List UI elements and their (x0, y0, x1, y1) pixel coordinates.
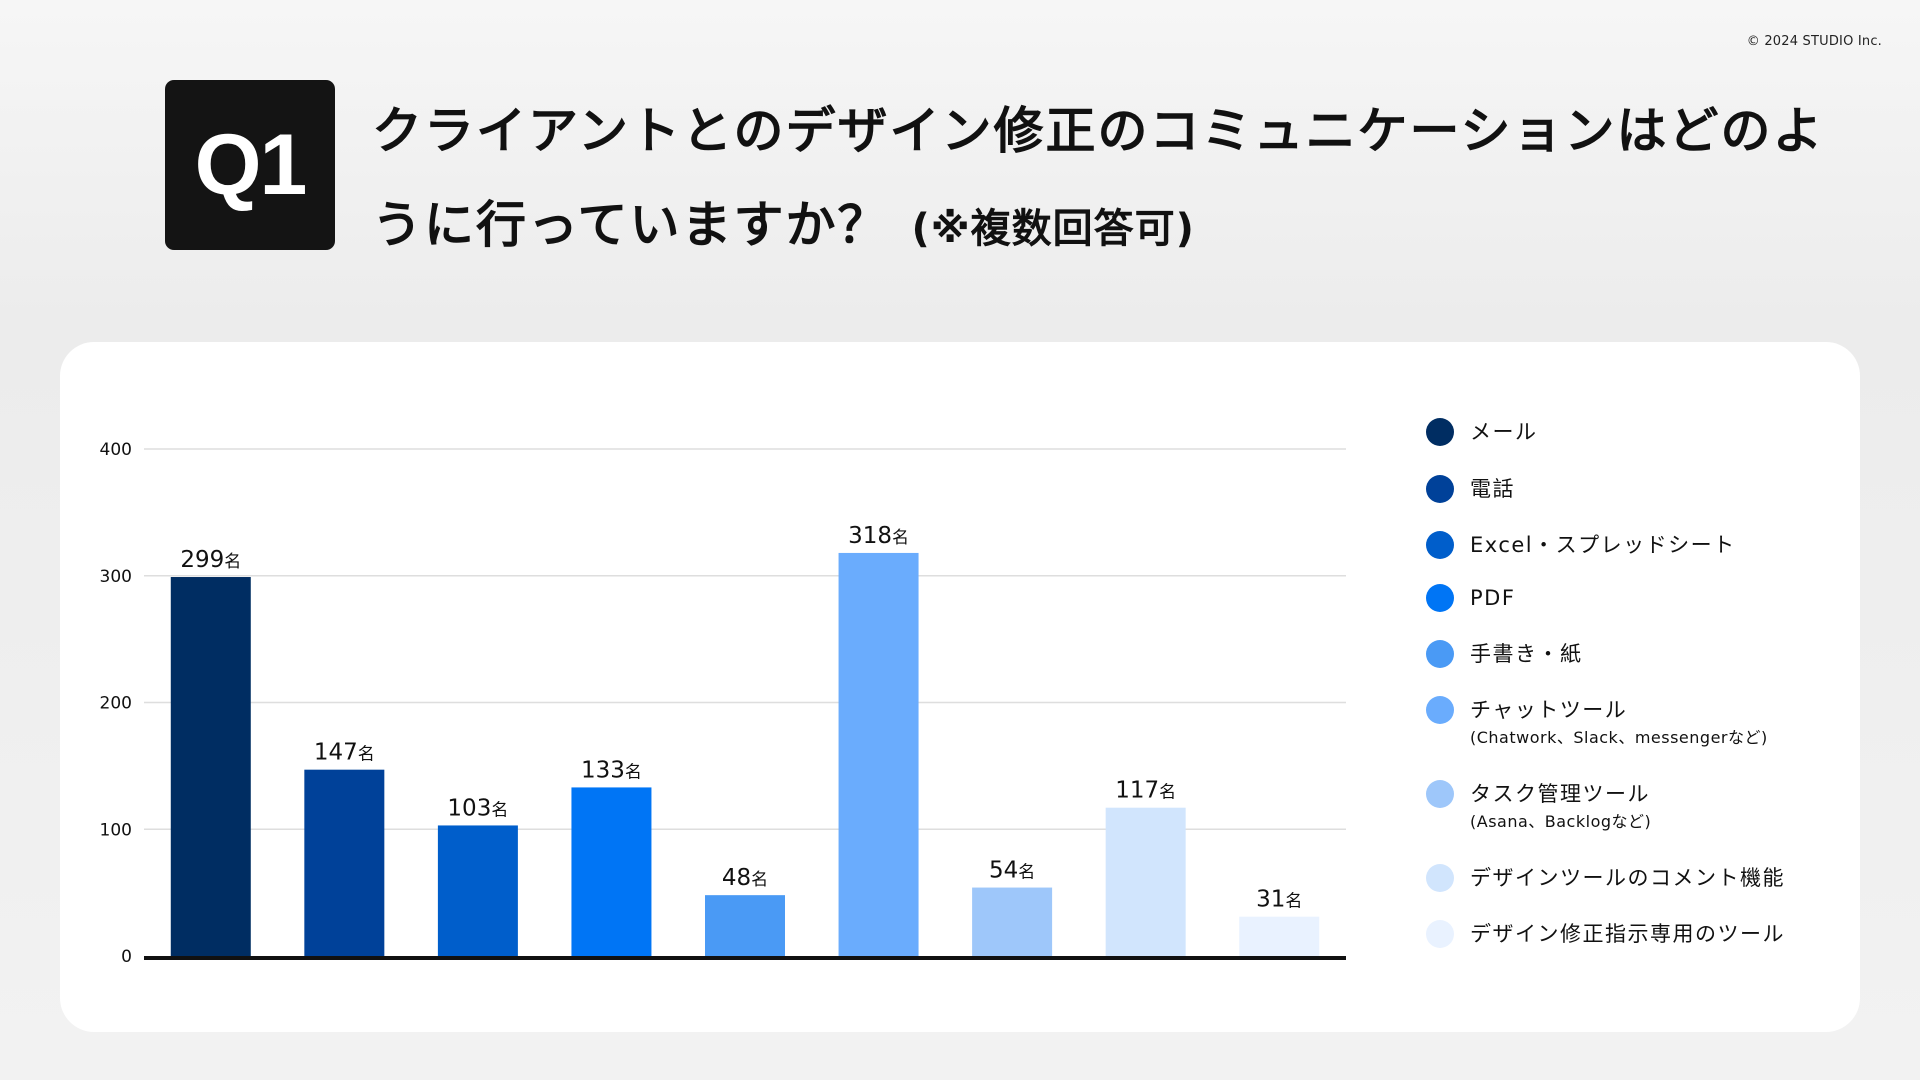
legend-label: メール (1470, 420, 1538, 444)
data-label: 318名 (848, 523, 909, 549)
legend-label: タスク管理ツール (1470, 782, 1650, 806)
y-tick-label: 300 (100, 567, 132, 587)
legend-item: 手書き・紙 (1426, 640, 1583, 668)
legend-note: (Asana、Backlogなど) (1470, 812, 1652, 831)
y-tick-label: 0 (121, 947, 132, 967)
legend-label: 手書き・紙 (1470, 642, 1583, 666)
y-tick-label: 100 (100, 820, 132, 840)
bar (1239, 916, 1320, 956)
question-text: クライアントとのデザイン修正のコミュニケーションはどのように行っていますか？ (372, 102, 1825, 254)
page-title: クライアントとのデザイン修正のコミュニケーションはどのように行っていますか？ (※… (372, 84, 1852, 276)
legend-label: チャットツール (1470, 698, 1628, 722)
legend-item: デザインツールのコメント機能 (1426, 864, 1785, 892)
legend-swatch (1426, 418, 1454, 446)
legend-swatch (1426, 780, 1454, 808)
legend-label: デザイン修正指示専用のツール (1470, 922, 1785, 946)
bar (304, 769, 385, 956)
bar (972, 887, 1053, 956)
bar (838, 552, 919, 956)
bar (170, 577, 251, 956)
legend-swatch (1426, 640, 1454, 668)
legend-item: PDF (1426, 584, 1515, 612)
data-label: 103名 (447, 795, 508, 821)
legend-item: Excel・スプレッドシート (1426, 531, 1736, 559)
data-label: 31名 (1256, 887, 1302, 913)
data-label: 299名 (180, 547, 241, 573)
legend-item: タスク管理ツール (Asana、Backlogなど) (1426, 780, 1651, 834)
y-tick-label: 400 (100, 440, 132, 460)
legend-item: デザイン修正指示専用のツール (1426, 920, 1785, 948)
chart-card: 0 100 200 300 400 299名 147名 103名 133名 48名 318名 54名 1… (60, 342, 1860, 1032)
legend-swatch (1426, 584, 1454, 612)
y-tick-label: 200 (100, 694, 132, 714)
data-label: 54名 (989, 858, 1035, 884)
legend-label: デザインツールのコメント機能 (1470, 866, 1785, 890)
bar (1105, 807, 1186, 956)
data-label: 133名 (581, 757, 642, 783)
legend-label: Excel・スプレッドシート (1470, 533, 1736, 557)
legend-item: 電話 (1426, 475, 1515, 503)
legend-swatch (1426, 864, 1454, 892)
question-note: (※複数回答可) (911, 206, 1195, 252)
legend-label: PDF (1470, 586, 1516, 610)
legend-label: 電話 (1470, 477, 1515, 501)
legend-swatch (1426, 531, 1454, 559)
bar-chart: 0 100 200 300 400 299名 147名 103名 133名 48名 318名 54名 1… (100, 440, 1346, 967)
legend-swatch (1426, 475, 1454, 503)
bar (437, 825, 518, 956)
legend-swatch (1426, 920, 1454, 948)
bar (705, 895, 785, 956)
bar (571, 787, 652, 956)
data-label: 48名 (722, 865, 768, 891)
legend-item: チャットツール (Chatwork、Slack、messengerなど) (1426, 696, 1768, 750)
data-label: 147名 (314, 740, 375, 766)
legend-note: (Chatwork、Slack、messengerなど) (1470, 728, 1768, 747)
data-label: 117名 (1115, 778, 1176, 804)
legend-swatch (1426, 696, 1454, 724)
question-badge: Q1 (165, 80, 335, 250)
copyright: © 2024 STUDIO Inc. (1746, 34, 1882, 49)
legend-item: メール (1426, 418, 1538, 446)
